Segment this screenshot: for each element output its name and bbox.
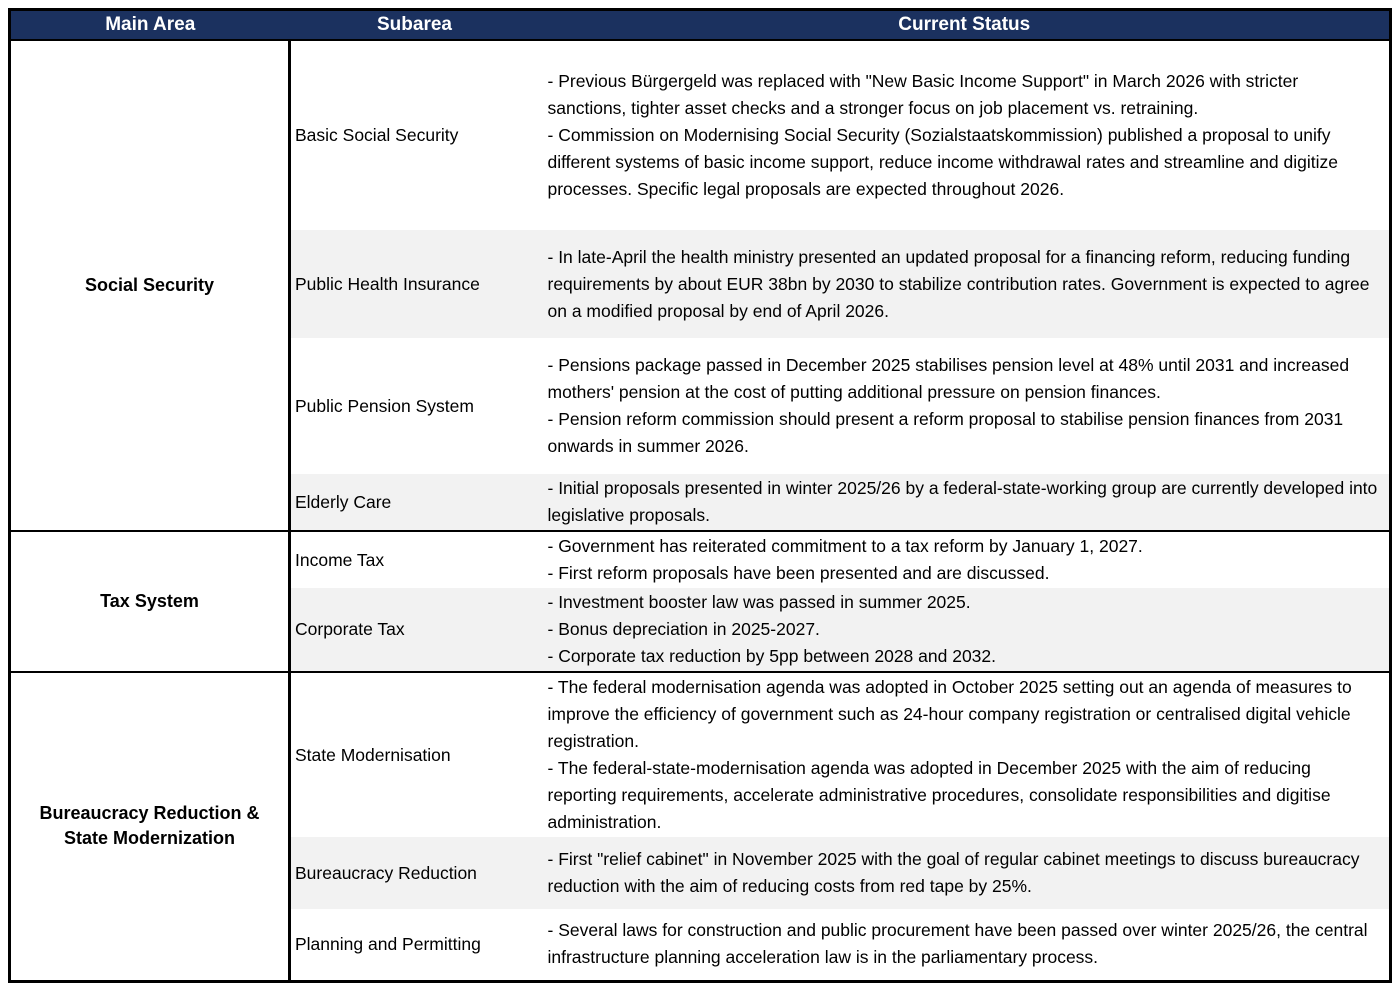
table-row: Bureaucracy Reduction & State Modernizat… <box>9 671 1391 981</box>
status-cell: - Initial proposals presented in winter … <box>539 474 1391 531</box>
subarea-cell: Corporate Tax <box>289 588 540 672</box>
status-cell: - In late-April the health ministry pres… <box>539 230 1391 338</box>
status-bullet: - Several laws for construction and publ… <box>547 920 1368 968</box>
subarea-cell: Public Pension System <box>295 395 474 416</box>
subarea-cell: Elderly Care <box>289 474 540 531</box>
table-row: Bureaucracy Reduction - First "relief ca… <box>10 837 1391 909</box>
main-area-cell: Social Security <box>9 40 291 531</box>
table-row: Public Health Insurance - In late-April … <box>10 230 1391 338</box>
status-bullet: - The federal-state-modernisation agenda… <box>547 758 1331 832</box>
table-row: Public Pension System - Pensions package… <box>10 338 1391 474</box>
header-row: Main Area Subarea Current Status <box>9 9 1391 41</box>
table-row: Planning and Permitting - Several laws f… <box>10 909 1391 981</box>
status-cell: - The federal modernisation agenda was a… <box>539 671 1391 837</box>
status-bullet: - Commission on Modernising Social Secur… <box>547 125 1338 199</box>
status-cell: - Pensions package passed in December 20… <box>540 338 1391 474</box>
header-main-area: Main Area <box>9 9 290 41</box>
main-area-cell: Tax System <box>9 530 291 672</box>
status-cell: - Several laws for construction and publ… <box>540 909 1391 981</box>
status-bullet: - First "relief cabinet" in November 202… <box>547 849 1360 896</box>
status-bullet: - Government has reiterated commitment t… <box>547 536 1143 556</box>
subarea-cell: Income Tax <box>289 530 540 588</box>
status-bullet: - Investment booster law was passed in s… <box>547 592 971 612</box>
subarea-cell: Basic Social Security <box>295 125 459 145</box>
table-header: Main Area Subarea Current Status <box>9 9 1391 41</box>
table-row: Corporate Tax - Investment booster law w… <box>10 588 1391 672</box>
status-cell: - Previous Bürgergeld was replaced with … <box>540 40 1391 230</box>
status-bullet: - Previous Bürgergeld was replaced with … <box>547 71 1299 118</box>
subarea-cell: Planning and Permitting <box>295 933 481 954</box>
header-subarea: Subarea <box>289 9 540 41</box>
status-bullet: - The federal modernisation agenda was a… <box>547 677 1352 751</box>
status-bullet: - Pensions package passed in December 20… <box>547 355 1350 402</box>
table-row: Tax System Income Tax - Government has r… <box>9 530 1391 672</box>
status-bullet: - Corporate tax reduction by 5pp between… <box>547 646 997 666</box>
status-bullet: - Pension reform commission should prese… <box>547 409 1344 456</box>
status-cell: - First "relief cabinet" in November 202… <box>539 837 1391 909</box>
header-current-status: Current Status <box>539 9 1391 41</box>
subarea-cell: Public Health Insurance <box>289 230 540 338</box>
status-bullet: - Initial proposals presented in winter … <box>547 478 1378 525</box>
status-bullet: - In late-April the health ministry pres… <box>547 246 1370 321</box>
main-area-cell: Bureaucracy Reduction & State Modernizat… <box>9 671 291 981</box>
table-row: Elderly Care - Initial proposals present… <box>10 474 1391 531</box>
policy-status-table: Main Area Subarea Current Status Social … <box>8 8 1392 983</box>
status-bullet: - First reform proposals have been prese… <box>547 563 1050 583</box>
subarea-cell: Bureaucracy Reduction <box>289 837 540 909</box>
status-cell: - Investment booster law was passed in s… <box>539 588 1391 672</box>
subarea-cell: State Modernisation <box>289 671 540 837</box>
status-bullet: - Bonus depreciation in 2025-2027. <box>547 619 820 639</box>
table-row: Social Security Basic Social Security - … <box>9 40 1391 531</box>
status-cell: - Government has reiterated commitment t… <box>539 530 1391 588</box>
